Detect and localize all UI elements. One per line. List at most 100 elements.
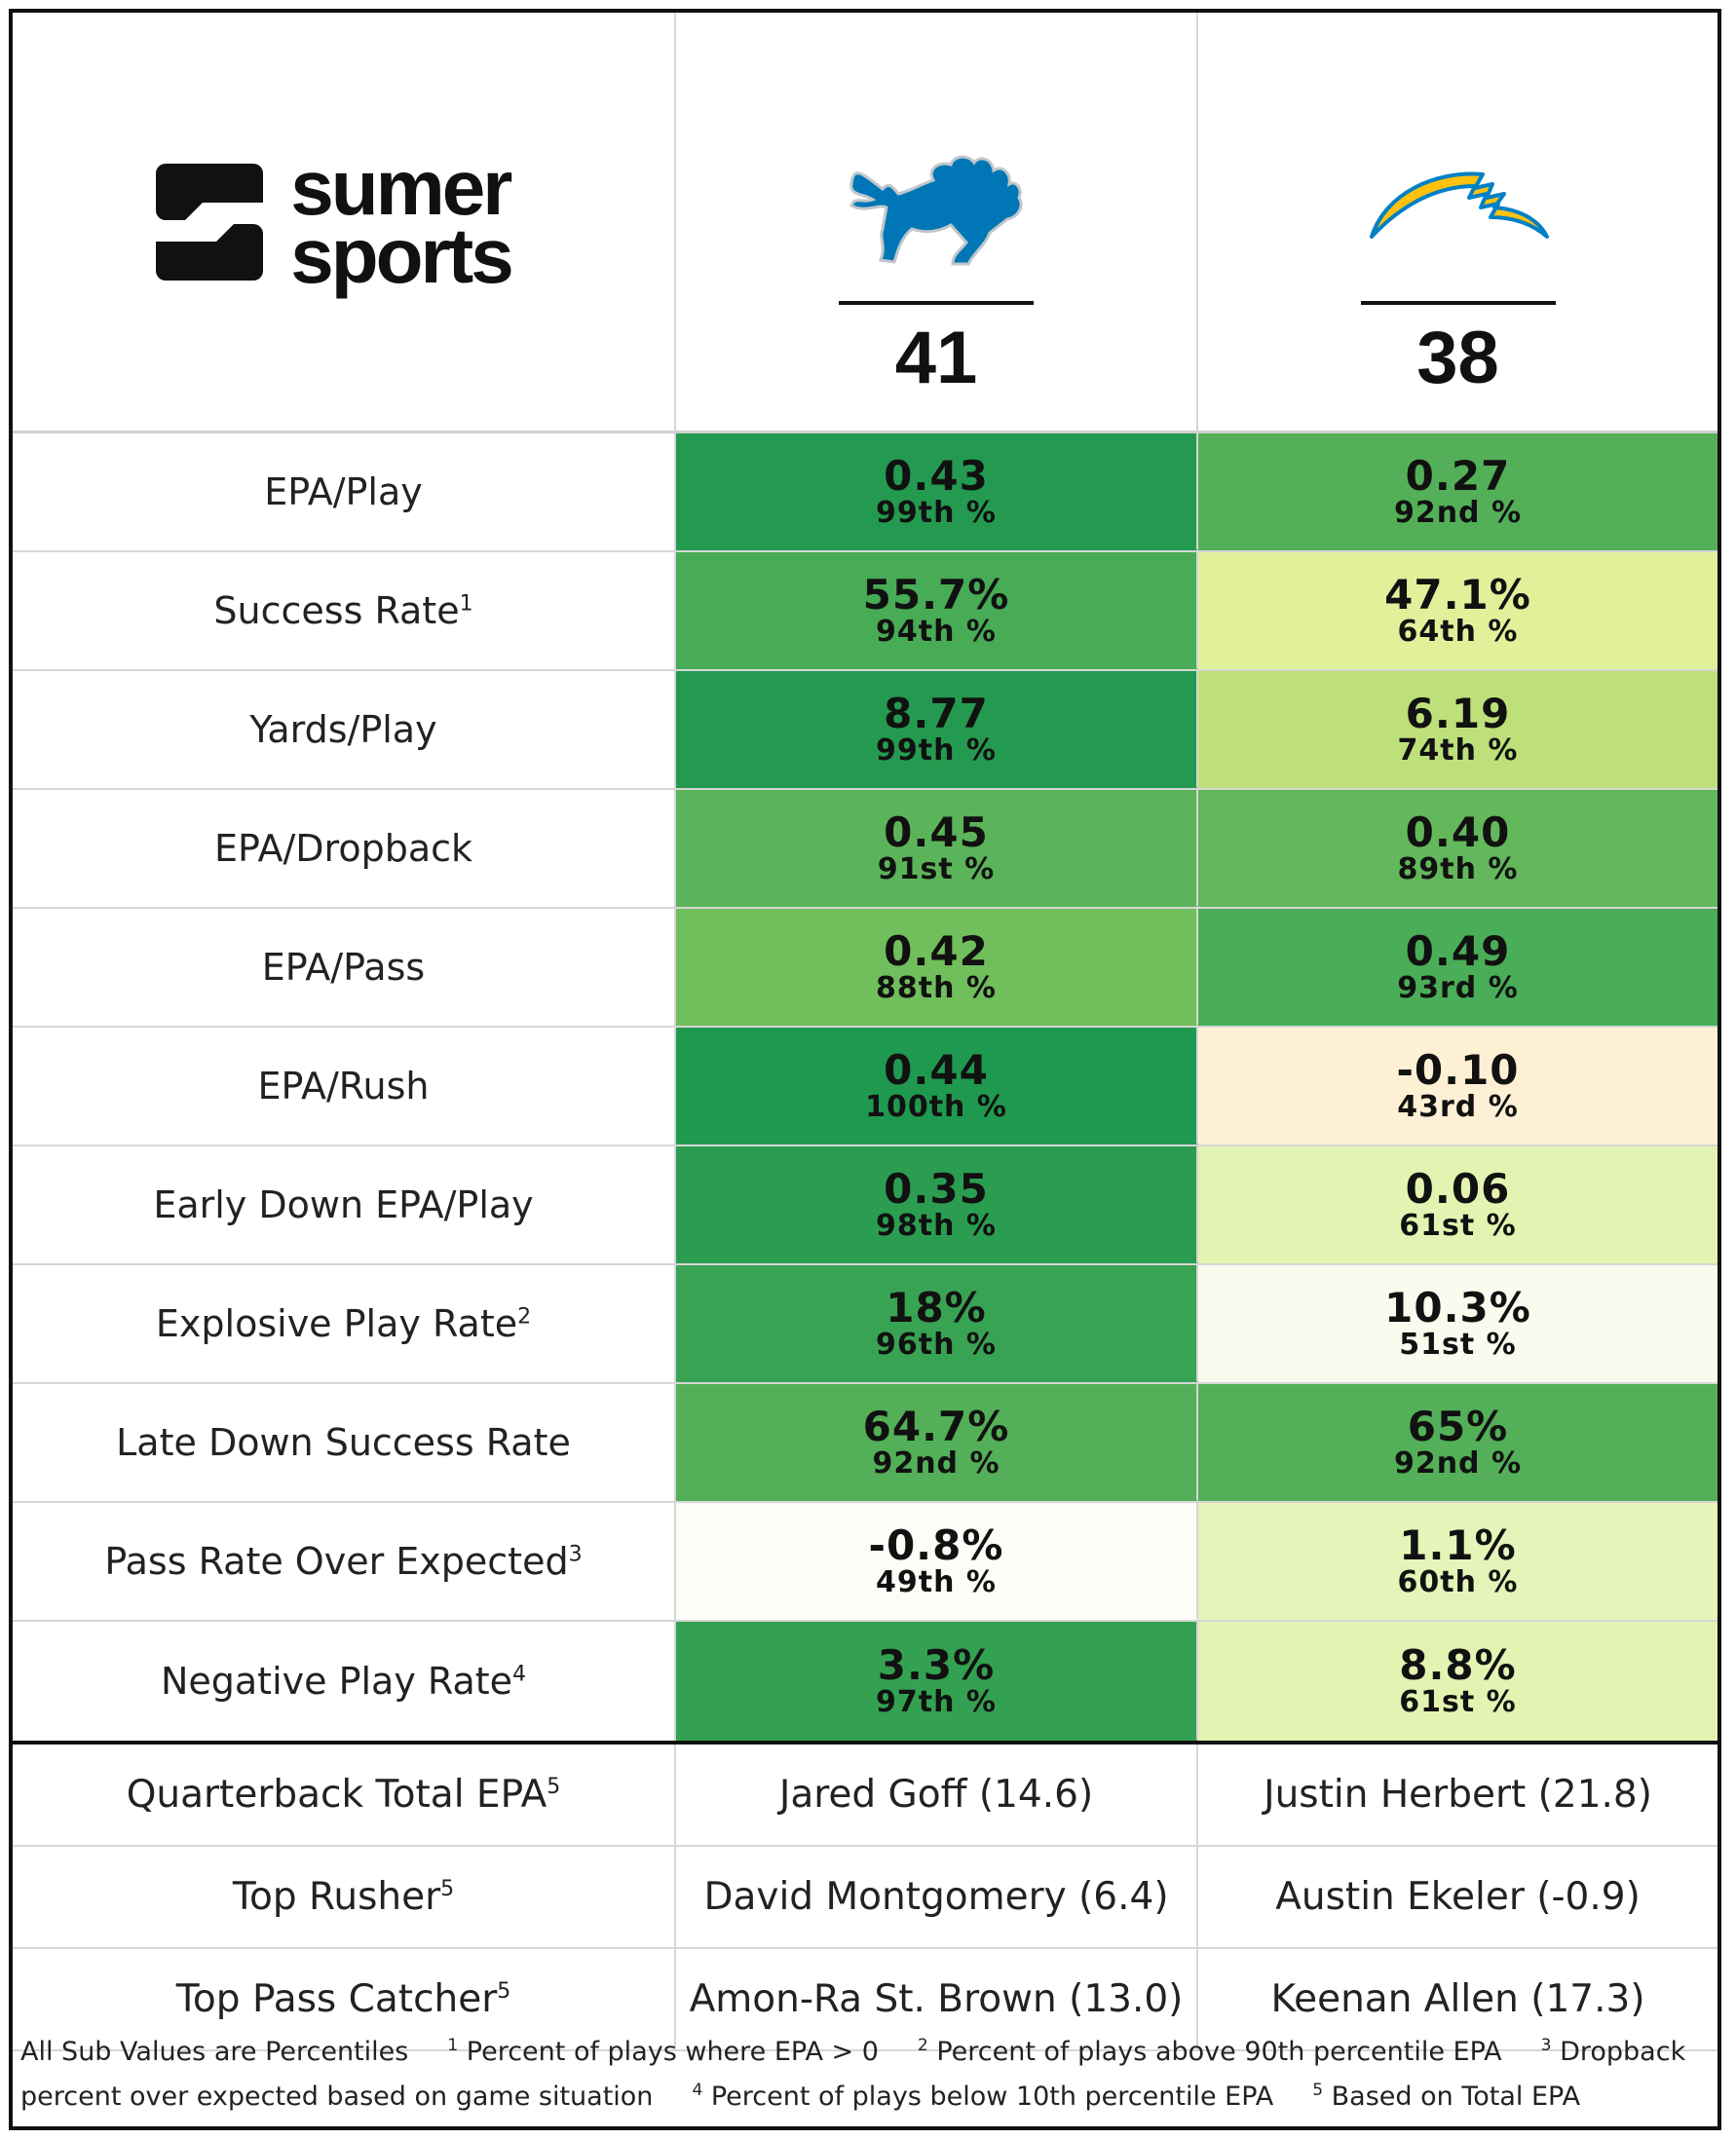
home-team-logo bbox=[844, 128, 1029, 280]
brand-wordmark: sumer sports bbox=[290, 148, 513, 294]
away-stat-value: 47.1% bbox=[1384, 570, 1531, 619]
stat-label: Negative Play Rate4 bbox=[13, 1622, 676, 1741]
home-stat-value: -0.8% bbox=[868, 1520, 1004, 1569]
stat-row: Success Rate1 55.7% 94th % 47.1% 64th % bbox=[13, 552, 1717, 671]
stat-label-text: EPA/Pass bbox=[261, 946, 426, 989]
home-stat-value: 0.43 bbox=[884, 451, 989, 500]
away-stat-percentile: 74th % bbox=[1397, 732, 1519, 768]
away-stat-cell: 0.27 92nd % bbox=[1198, 433, 1717, 550]
home-stat-cell: 8.77 99th % bbox=[676, 671, 1198, 788]
away-stat-value: -0.10 bbox=[1396, 1045, 1520, 1094]
footnote-ref: 3 bbox=[568, 1542, 583, 1567]
away-stat-value: 10.3% bbox=[1384, 1283, 1531, 1332]
away-stat-cell: 0.40 89th % bbox=[1198, 790, 1717, 907]
home-stat-cell: 0.45 91st % bbox=[676, 790, 1198, 907]
home-stat-percentile: 91st % bbox=[877, 851, 996, 886]
stat-label: Yards/Play bbox=[13, 671, 676, 788]
home-stat-percentile: 88th % bbox=[876, 970, 997, 1005]
footnote-ref: 5 bbox=[547, 1775, 561, 1799]
home-stat-value: 55.7% bbox=[862, 570, 1010, 619]
home-stat-cell: 0.35 98th % bbox=[676, 1146, 1198, 1263]
stat-row: EPA/Rush 0.44 100th % -0.10 43rd % bbox=[13, 1028, 1717, 1146]
footnotes: All Sub Values are Percentiles 1 Percent … bbox=[13, 2018, 1717, 2120]
stat-row: Yards/Play 8.77 99th % 6.19 74th % bbox=[13, 671, 1717, 790]
stat-label: EPA/Dropback bbox=[13, 790, 676, 907]
stat-label-text: EPA/Rush bbox=[257, 1065, 430, 1107]
away-stat-value: 0.40 bbox=[1405, 807, 1511, 856]
footnote-intro: All Sub Values are Percentiles bbox=[20, 2037, 409, 2067]
away-stat-percentile: 51st % bbox=[1399, 1327, 1517, 1362]
player-row: Top Rusher5 David Montgomery (6.4) Austin … bbox=[13, 1847, 1717, 1949]
footnote-text: Percent of plays where EPA > 0 bbox=[466, 2037, 879, 2067]
player-category-text: Quarterback Total EPA bbox=[126, 1773, 547, 1817]
home-stat-cell: 0.43 99th % bbox=[676, 433, 1198, 550]
home-stat-cell: 0.44 100th % bbox=[676, 1028, 1198, 1145]
stat-row: EPA/Dropback 0.45 91st % 0.40 89th % bbox=[13, 790, 1717, 909]
home-stat-percentile: 100th % bbox=[865, 1089, 1007, 1124]
stat-label: EPA/Pass bbox=[13, 909, 676, 1026]
away-stat-percentile: 61st % bbox=[1399, 1208, 1517, 1243]
away-stat-value: 0.06 bbox=[1405, 1164, 1511, 1213]
home-stat-value: 0.35 bbox=[884, 1164, 989, 1213]
away-stat-cell: 47.1% 64th % bbox=[1198, 552, 1717, 669]
away-stat-percentile: 60th % bbox=[1397, 1564, 1519, 1599]
home-stat-value: 8.77 bbox=[884, 689, 989, 737]
footnote-number: 1 bbox=[447, 2036, 459, 2055]
away-stat-value: 0.49 bbox=[1405, 926, 1511, 975]
home-stat-cell: 64.7% 92nd % bbox=[676, 1384, 1198, 1501]
brand-cell: sumer sports bbox=[13, 13, 676, 431]
home-stat-cell: 18% 96th % bbox=[676, 1265, 1198, 1382]
home-stat-value: 0.44 bbox=[884, 1045, 989, 1094]
home-stat-cell: 55.7% 94th % bbox=[676, 552, 1198, 669]
away-score: 38 bbox=[1416, 317, 1499, 399]
home-stat-value: 18% bbox=[886, 1283, 987, 1332]
footnote-text: Percent of plays above 90th percentile E… bbox=[936, 2037, 1502, 2067]
away-player-name: Austin Ekeler (-0.9) bbox=[1275, 1875, 1641, 1919]
lions-logo-icon bbox=[849, 155, 1023, 266]
away-stat-percentile: 92nd % bbox=[1393, 495, 1523, 530]
footnote-text: Dropback percent over expected based on … bbox=[20, 2037, 1686, 2112]
stat-label: EPA/Rush bbox=[13, 1028, 676, 1145]
sumer-sports-mark-icon bbox=[156, 163, 264, 281]
sumer-sports-logo: sumer sports bbox=[156, 148, 514, 294]
stat-row: Explosive Play Rate2 18% 96th % 10.3% 51st % bbox=[13, 1265, 1717, 1384]
stat-rows: EPA/Play 0.43 99th % 0.27 92nd % Success Rate… bbox=[13, 433, 1717, 1745]
home-stat-percentile: 99th % bbox=[876, 495, 997, 530]
away-stat-cell: 0.06 61st % bbox=[1198, 1146, 1717, 1263]
footnote-ref: 5 bbox=[440, 1877, 455, 1901]
home-stat-value: 0.45 bbox=[884, 807, 989, 856]
home-stat-percentile: 94th % bbox=[876, 614, 997, 649]
stat-label-text: Pass Rate Over Expected bbox=[104, 1540, 569, 1583]
away-stat-cell: 8.8% 61st % bbox=[1198, 1622, 1717, 1741]
player-category-text: Top Pass Catcher bbox=[175, 1977, 498, 2021]
away-player-name: Justin Herbert (21.8) bbox=[1264, 1773, 1652, 1817]
home-player-name: Amon-Ra St. Brown (13.0) bbox=[676, 1949, 1198, 2049]
away-stat-cell: 6.19 74th % bbox=[1198, 671, 1717, 788]
away-team-logo bbox=[1366, 128, 1551, 280]
away-stat-cell: 0.49 93rd % bbox=[1198, 909, 1717, 1026]
player-category-label: Quarterback Total EPA5 bbox=[13, 1745, 676, 1845]
player-category-label: Top Pass Catcher5 bbox=[13, 1949, 676, 2049]
stat-label-text: Negative Play Rate bbox=[160, 1660, 513, 1703]
home-stat-percentile: 49th % bbox=[876, 1564, 997, 1599]
away-stat-value: 65% bbox=[1407, 1402, 1509, 1450]
stat-row: EPA/Pass 0.42 88th % 0.49 93rd % bbox=[13, 909, 1717, 1028]
player-row: Quarterback Total EPA5 Jared Goff (14.6) J… bbox=[13, 1745, 1717, 1847]
home-player-name: Jared Goff (14.6) bbox=[676, 1745, 1198, 1845]
away-stat-cell: 1.1% 60th % bbox=[1198, 1503, 1717, 1620]
footnote-item: 2 Percent of plays above 90th percentile… bbox=[918, 2037, 1502, 2067]
stat-label-text: Explosive Play Rate bbox=[155, 1302, 518, 1345]
stat-label-text: Early Down EPA/Play bbox=[153, 1183, 534, 1226]
away-player-name: Keenan Allen (17.3) bbox=[1270, 1977, 1645, 2021]
player-category-label: Top Rusher5 bbox=[13, 1847, 676, 1947]
stat-label: EPA/Play bbox=[13, 433, 676, 550]
stat-row: Negative Play Rate4 3.3% 97th % 8.8% 61st % bbox=[13, 1622, 1717, 1745]
stat-label-text: Late Down Success Rate bbox=[116, 1421, 571, 1464]
stats-card: sumer sports 41 bbox=[9, 9, 1721, 2130]
footnote-item: 1 Percent of plays where EPA > 0 bbox=[447, 2037, 879, 2067]
footnote-ref: 2 bbox=[517, 1304, 532, 1330]
away-stat-value: 6.19 bbox=[1405, 689, 1511, 737]
stat-label-text: Success Rate bbox=[213, 589, 460, 632]
player-rows: Quarterback Total EPA5 Jared Goff (14.6) J… bbox=[13, 1745, 1717, 2051]
stat-label: Early Down EPA/Play bbox=[13, 1146, 676, 1263]
